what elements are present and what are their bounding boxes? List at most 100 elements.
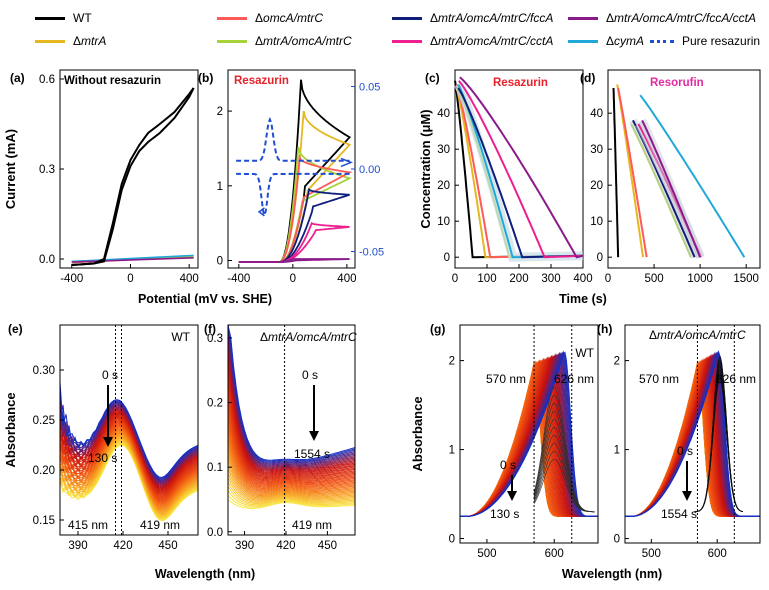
panel-d-title: Resorufin (650, 77, 704, 89)
panel-h-letter: (h) (597, 322, 612, 336)
panel-b-letter: (b) (198, 71, 213, 85)
panel-e-xtick-label: 450 (158, 540, 177, 552)
panel-g-ytick-label: 2 (449, 356, 455, 368)
panel-f-spectrum (227, 437, 356, 493)
panel-a-ytick-label: 0.0 (39, 254, 55, 266)
panel-a-ytick-label: 0.6 (39, 74, 55, 86)
panel-f-time-start: 0 s (302, 368, 318, 382)
panel-h-xtick-label: 500 (642, 548, 661, 560)
panel-c-ytick-label: 10 (437, 216, 450, 228)
legend-label: mtrA/omcA/mtrC/fccA/cctA (614, 11, 757, 25)
panel-c-ytick-label: 30 (437, 144, 450, 156)
panel-h-time-end: 1554 s (661, 507, 697, 521)
panel-a-line-dCymA (71, 254, 194, 263)
panel-d-ytick-label: 0 (597, 252, 603, 264)
panel-f-mark-1: 419 nm (292, 518, 332, 532)
panel-e-mark-1: 415 nm (68, 518, 108, 532)
panel-f-ytick-label: 0.0 (207, 527, 223, 539)
legend-prefix: Δ (255, 34, 264, 48)
panel-a-ylabel: Current (mA) (3, 129, 18, 209)
legend-label: omcA/mtrC (263, 11, 324, 25)
panel-e-frame (59, 324, 199, 536)
panel-b-arrow-right (340, 157, 354, 168)
panel-f-spectrum (227, 486, 356, 506)
legend-prefix: Δ (73, 34, 82, 48)
legend-item-pure: Pure resazurin (650, 33, 760, 49)
legend-swatch (35, 16, 65, 20)
panel-c-xtick-label: 100 (477, 273, 496, 285)
panel-b-xtick-label: -400 (227, 273, 250, 285)
legend-swatch (392, 16, 422, 20)
panel-f-spectrum (227, 359, 356, 474)
panel-g-time-end: 130 s (490, 507, 519, 521)
panel-f-spectrum (227, 341, 356, 470)
panel-c-line-dMtrA_omcA_mtrC_cctA (458, 80, 584, 259)
panel-f-spectrum (227, 494, 356, 508)
panel-b-y2tick-label: 0.00 (359, 164, 380, 176)
legend-swatch (392, 39, 422, 43)
panel-f-spectrum (227, 385, 356, 481)
panel-g-time-start: 0 s (500, 458, 516, 472)
panel-f-strain-prefix: Δ (260, 330, 268, 344)
panel-e-ylabel: Absorbance (3, 392, 18, 467)
xlabel-wavelength-gh: Wavelength (nm) (562, 567, 662, 581)
panel-c-line-dMtrA_omcA_mtrC_fccA_cctA (459, 76, 584, 259)
panel-c-xtick-label: 300 (541, 273, 560, 285)
panel-f-spectrum (227, 394, 356, 483)
panel-h-arrowhead (682, 491, 692, 501)
panel-f-spectrum (227, 477, 356, 503)
panel-b-frame (227, 69, 356, 269)
panel-g-dark-spectrum (533, 459, 595, 513)
panel-f-strain-name: mtrA/omcA/mtrC (268, 330, 357, 344)
panel-b-cv-dMtrA_omcA_mtrC_fccA_cctA (238, 258, 350, 263)
panel-c-line-dOmcA_mtrC (455, 84, 584, 259)
panel-e-arrowhead (103, 437, 113, 447)
panel-h-mark-1: 570 nm (639, 372, 679, 386)
panel-g-spectrum (460, 351, 598, 517)
panel-h-xtick-label: 600 (708, 548, 727, 560)
legend-label: mtrA/omcA/mtrC/cctA (438, 34, 554, 48)
xlabel-wavelength-ef: Wavelength (nm) (155, 567, 255, 581)
panel-d-line-dCymA (639, 94, 746, 258)
panel-f-spectrum (227, 459, 356, 499)
panel-h-mark-2: 626 nm (716, 372, 756, 386)
panel-b-cv-WT (238, 79, 352, 263)
panel-h-ytick-label: 2 (614, 356, 620, 368)
panel-e-xtick-label: 420 (113, 540, 132, 552)
legend-prefix: Δ (430, 34, 439, 48)
panel-f-arrowhead (309, 431, 319, 441)
panel-h-strain-name: mtrA/omcA/mtrC (657, 328, 746, 342)
panel-f-spectrum (227, 324, 356, 465)
panel-b-title: Resazurin (234, 75, 289, 87)
panel-a-xtick-label: -400 (60, 273, 83, 285)
panel-f-spectrum (227, 324, 356, 466)
panel-e-ytick-label: 0.15 (33, 515, 55, 527)
panel-e-ytick-label: 0.20 (33, 465, 55, 477)
panel-d-ytick-label: 30 (590, 144, 603, 156)
legend-label: Pure resazurin (682, 34, 761, 48)
panel-g-frame (459, 324, 599, 544)
panel-f-spectrum (227, 328, 356, 467)
panel-a-line-WT-reverse (71, 87, 195, 266)
panel-b-xtick-label: 0 (290, 273, 296, 285)
legend-label: mtrA (81, 34, 107, 48)
panel-f-strain: ΔmtrA/omcA/mtrC (260, 330, 357, 344)
panel-d-line-dMtrA_omcA_mtrC_fccA_cctA (641, 119, 702, 258)
panel-f-spectrum (227, 424, 356, 490)
panel-f-spectrum (227, 455, 356, 498)
panel-d-line-WT (612, 87, 620, 258)
panel-f-spectrum (227, 324, 356, 461)
panel-c-ytick-label: 40 (437, 108, 450, 120)
panel-g-mark-2: 626 nm (554, 372, 594, 386)
panel-f-ytick-label: 0.1 (207, 462, 223, 474)
panel-b-ytick-label: 1 (217, 181, 223, 193)
panel-h-frame (624, 324, 761, 544)
panel-b-y2tick-label: 0.05 (359, 82, 380, 94)
panel-g-arrowhead (507, 491, 517, 501)
legend-prefix: Δ (606, 11, 615, 25)
panel-c-xtick-label: 400 (573, 273, 592, 285)
panel-c-line-dMtrA (455, 87, 584, 259)
